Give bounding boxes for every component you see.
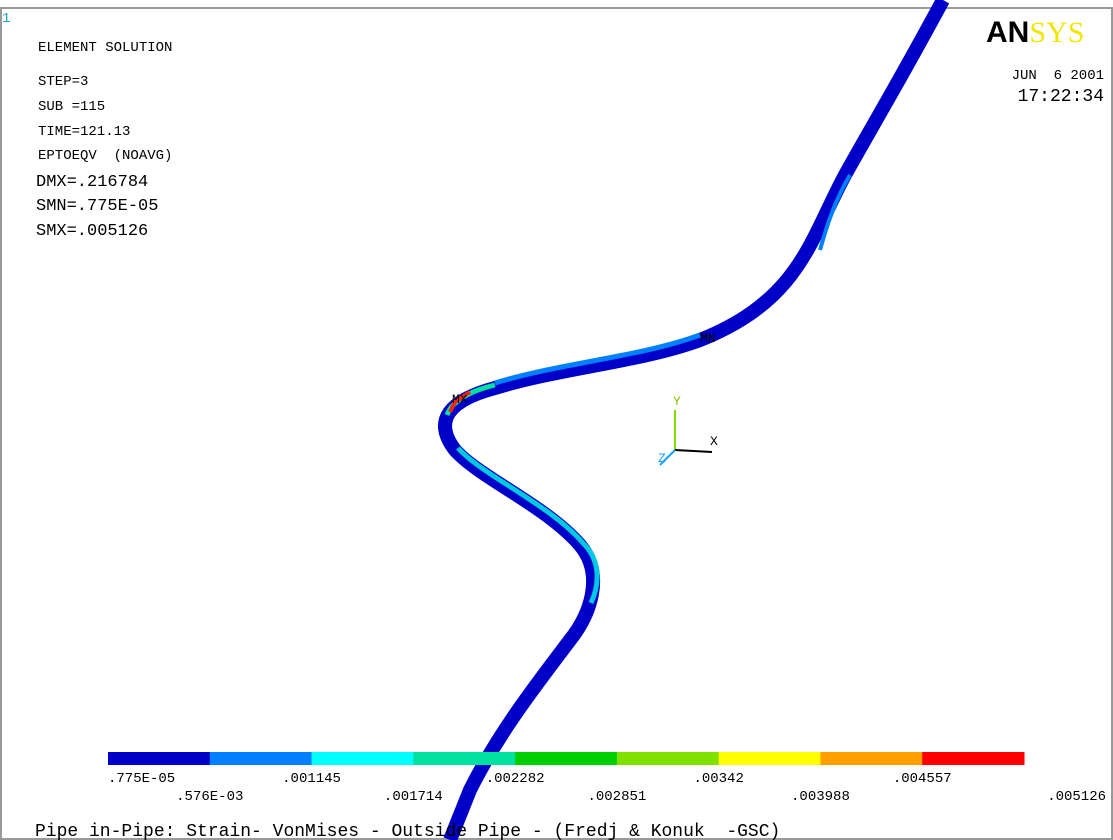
min-marker: MN <box>700 331 716 346</box>
legend-label: .576E-03 <box>176 789 243 805</box>
header-line: EPTOEQV (NOAVG) <box>38 148 172 164</box>
legend-swatch <box>922 752 1024 765</box>
legend-label: .775E-05 <box>108 771 175 787</box>
legend-swatch <box>413 752 515 765</box>
logo-light: SYS <box>1029 16 1084 49</box>
triad-label: Z <box>658 451 666 466</box>
legend-swatch <box>108 752 210 765</box>
date: JUN 6 2001 <box>1012 68 1104 84</box>
legend-label: .004557 <box>893 771 952 787</box>
legend-label: .003988 <box>791 789 850 805</box>
legend-label: .001145 <box>282 771 341 787</box>
header-title: ELEMENT SOLUTION <box>38 40 172 56</box>
triad-label: X <box>710 434 718 449</box>
triad-label: Y <box>673 394 681 409</box>
header-line: STEP=3 <box>38 74 88 90</box>
legend-swatch <box>820 752 922 765</box>
legend-label: .00342 <box>693 771 743 787</box>
legend-swatch <box>515 752 617 765</box>
legend-swatch <box>312 752 414 765</box>
max-marker: MX <box>452 392 468 407</box>
legend-label: .002851 <box>587 789 646 805</box>
time: 17:22:34 <box>1018 87 1104 107</box>
logo-dark: AN <box>986 16 1029 49</box>
logo: ANSYS <box>986 16 1084 49</box>
header-line: SUB =115 <box>38 99 105 115</box>
frame <box>1 8 1112 839</box>
legend-label: .005126 <box>1047 789 1106 805</box>
legend-swatch <box>719 752 821 765</box>
stat: DMX=.216784 <box>36 173 148 192</box>
legend-label: .001714 <box>384 789 443 805</box>
window-number: 1 <box>2 11 10 27</box>
legend-label: .002282 <box>486 771 545 787</box>
stat: SMX=.005126 <box>36 222 148 241</box>
stat: SMN=.775E-05 <box>36 197 158 216</box>
legend-swatch <box>210 752 312 765</box>
legend-swatch <box>617 752 719 765</box>
ansys-window: 1 ELEMENT SOLUTION STEP=3 SUB =115 TIME=… <box>0 0 1113 840</box>
header-line: TIME=121.13 <box>38 124 130 140</box>
footer-title: Pipe in-Pipe: Strain- VonMises - Outside… <box>35 822 780 840</box>
